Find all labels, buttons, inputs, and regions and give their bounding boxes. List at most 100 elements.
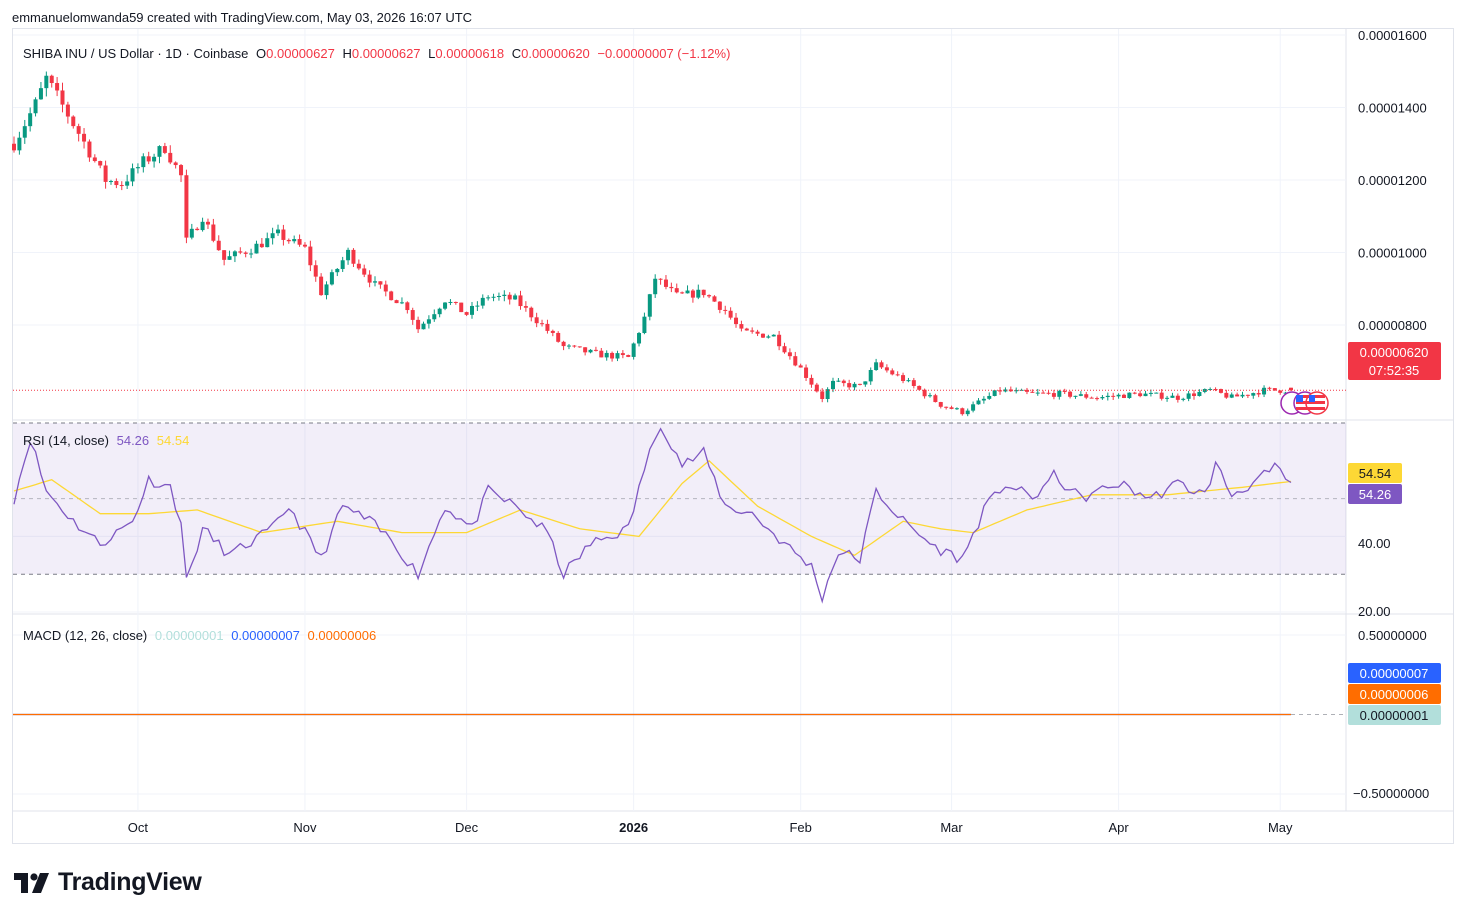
candle-body <box>443 302 448 309</box>
candle-body <box>346 249 351 261</box>
candle-body <box>211 224 216 241</box>
candle-body <box>944 406 949 408</box>
candle-body <box>1105 395 1110 398</box>
candle <box>1181 397 1186 402</box>
candle-body <box>319 276 324 296</box>
candle <box>1272 388 1277 391</box>
candle-body <box>550 330 555 333</box>
candle-body <box>49 75 54 84</box>
candle-body <box>1278 390 1283 393</box>
candle-body <box>421 323 426 330</box>
candle-body <box>771 334 776 337</box>
candle-body <box>884 367 889 371</box>
candle <box>917 385 922 391</box>
candle <box>1267 386 1272 391</box>
candle-body <box>416 319 421 330</box>
candle <box>723 305 728 315</box>
chart-frame[interactable] <box>12 28 1454 844</box>
candle <box>443 302 448 311</box>
tradingview-logo[interactable]: TradingView <box>14 868 202 897</box>
candle <box>766 334 771 339</box>
candle-body <box>367 274 372 283</box>
candle-body <box>804 367 809 378</box>
candle-body <box>249 253 254 255</box>
candle-body <box>680 292 685 294</box>
candle <box>286 238 291 244</box>
candle-body <box>119 185 124 187</box>
candle-body <box>911 380 916 386</box>
candle-body <box>292 239 297 242</box>
candle-body <box>793 356 798 366</box>
candle <box>222 250 227 266</box>
candle-body <box>125 181 130 186</box>
candle-body <box>534 317 539 324</box>
candle-body <box>782 346 787 353</box>
candle <box>734 312 739 328</box>
candle <box>302 242 307 248</box>
candle <box>1008 386 1013 392</box>
candle <box>1057 389 1062 400</box>
candle <box>658 278 663 285</box>
candle-body <box>502 294 507 296</box>
candle-body <box>324 284 329 296</box>
candle-body <box>723 309 728 311</box>
rsi-line[interactable] <box>13 427 1292 604</box>
candle <box>976 398 981 405</box>
candle-body <box>1165 397 1170 399</box>
candle <box>680 291 685 294</box>
rsi-title[interactable]: RSI (14, close) <box>23 433 109 448</box>
candle <box>771 334 776 337</box>
candle-body <box>809 377 814 385</box>
candle <box>319 273 324 296</box>
candle-body <box>1041 392 1046 394</box>
candle <box>346 247 351 265</box>
candle-body <box>1127 392 1132 398</box>
candle-body <box>227 256 232 260</box>
candle <box>513 293 518 300</box>
candle-body <box>917 385 922 390</box>
candle-body <box>1051 393 1056 397</box>
flag-canton <box>1309 395 1315 402</box>
candle <box>685 285 690 294</box>
symbol-title[interactable]: SHIBA INU / US Dollar · 1D · Coinbase <box>23 46 249 61</box>
candle <box>329 269 334 286</box>
candle <box>76 123 81 142</box>
candle-body <box>297 239 302 245</box>
candle-body <box>98 161 103 166</box>
candle-body <box>545 323 550 331</box>
candle <box>179 164 184 183</box>
candle-body <box>1024 389 1029 392</box>
candle-body <box>87 141 92 158</box>
candle <box>469 301 474 319</box>
ohlc-close: C0.00000620 <box>512 46 590 61</box>
candle <box>265 232 270 248</box>
ohlc-high: H0.00000627 <box>342 46 420 61</box>
candle <box>130 163 135 187</box>
last-price-value: 0.00000620 <box>1360 345 1429 360</box>
candle <box>1278 390 1283 395</box>
rsi-legend[interactable]: RSI (14, close) 54.26 54.54 <box>23 433 193 448</box>
candle <box>464 311 469 317</box>
candle <box>98 160 103 169</box>
candle-body <box>874 362 879 371</box>
macd-value: 0.00000007 <box>231 628 300 643</box>
candle-body <box>976 400 981 405</box>
candle <box>135 163 140 174</box>
symbol-legend[interactable]: SHIBA INU / US Dollar · 1D · Coinbase O0… <box>23 46 734 61</box>
candle <box>1170 392 1175 398</box>
macd-legend[interactable]: MACD (12, 26, close) 0.00000001 0.000000… <box>23 628 380 643</box>
candle-body <box>65 104 70 117</box>
candle-body <box>38 88 43 100</box>
candle-body <box>399 302 404 304</box>
candle-body <box>690 290 695 298</box>
flag-stripe <box>1309 395 1325 398</box>
candle-body <box>1008 389 1013 392</box>
candle-body <box>1159 392 1164 399</box>
macd-title[interactable]: MACD (12, 26, close) <box>23 628 148 643</box>
candle-body <box>556 332 561 342</box>
economic-events-icon[interactable] <box>1280 391 1329 415</box>
rsi-ma-line[interactable] <box>13 459 1292 557</box>
candle-body <box>658 278 663 280</box>
candle-body <box>1251 393 1256 396</box>
